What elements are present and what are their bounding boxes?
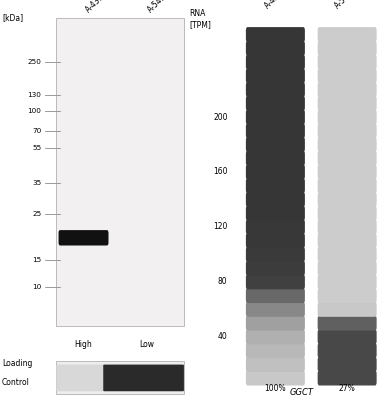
Text: 130: 130 xyxy=(27,92,41,98)
Text: 27%: 27% xyxy=(339,384,356,393)
FancyBboxPatch shape xyxy=(246,137,305,152)
Text: 40: 40 xyxy=(218,332,228,341)
FancyBboxPatch shape xyxy=(318,178,377,193)
FancyBboxPatch shape xyxy=(318,370,377,386)
FancyBboxPatch shape xyxy=(246,96,305,111)
Text: 35: 35 xyxy=(32,180,41,186)
Text: 250: 250 xyxy=(27,59,41,65)
FancyBboxPatch shape xyxy=(246,233,305,248)
FancyBboxPatch shape xyxy=(246,288,305,303)
FancyBboxPatch shape xyxy=(318,68,377,83)
FancyBboxPatch shape xyxy=(318,151,377,166)
FancyBboxPatch shape xyxy=(318,137,377,152)
FancyBboxPatch shape xyxy=(246,247,305,262)
FancyBboxPatch shape xyxy=(246,110,305,124)
Text: 160: 160 xyxy=(213,168,228,176)
FancyBboxPatch shape xyxy=(318,261,377,276)
Text: 100: 100 xyxy=(27,108,41,114)
FancyBboxPatch shape xyxy=(246,68,305,83)
FancyBboxPatch shape xyxy=(318,123,377,138)
FancyBboxPatch shape xyxy=(58,230,108,246)
FancyBboxPatch shape xyxy=(246,206,305,221)
Text: A-549: A-549 xyxy=(146,0,169,14)
FancyBboxPatch shape xyxy=(246,370,305,386)
Text: A-431: A-431 xyxy=(84,0,106,14)
FancyBboxPatch shape xyxy=(318,247,377,262)
FancyBboxPatch shape xyxy=(246,82,305,97)
Text: 25: 25 xyxy=(32,211,41,217)
Text: Low: Low xyxy=(139,340,154,349)
FancyBboxPatch shape xyxy=(318,110,377,124)
FancyBboxPatch shape xyxy=(318,164,377,180)
Text: [kDa]: [kDa] xyxy=(2,13,23,22)
FancyBboxPatch shape xyxy=(318,329,377,344)
FancyBboxPatch shape xyxy=(246,164,305,180)
FancyBboxPatch shape xyxy=(318,82,377,97)
Text: 100%: 100% xyxy=(265,384,286,393)
FancyBboxPatch shape xyxy=(318,192,377,207)
FancyBboxPatch shape xyxy=(318,220,377,234)
FancyBboxPatch shape xyxy=(318,54,377,70)
FancyBboxPatch shape xyxy=(318,302,377,317)
FancyBboxPatch shape xyxy=(246,220,305,234)
FancyBboxPatch shape xyxy=(246,302,305,317)
FancyBboxPatch shape xyxy=(246,178,305,193)
FancyBboxPatch shape xyxy=(318,316,377,330)
Text: Loading: Loading xyxy=(2,358,32,368)
FancyBboxPatch shape xyxy=(318,233,377,248)
FancyBboxPatch shape xyxy=(318,96,377,111)
FancyBboxPatch shape xyxy=(246,192,305,207)
FancyBboxPatch shape xyxy=(318,357,377,372)
Text: 80: 80 xyxy=(218,277,228,286)
Text: High: High xyxy=(75,340,92,349)
Text: A-431: A-431 xyxy=(264,0,286,10)
FancyBboxPatch shape xyxy=(246,261,305,276)
FancyBboxPatch shape xyxy=(246,329,305,344)
FancyBboxPatch shape xyxy=(246,41,305,56)
FancyBboxPatch shape xyxy=(318,343,377,358)
FancyBboxPatch shape xyxy=(318,41,377,56)
FancyBboxPatch shape xyxy=(57,361,184,394)
Text: 120: 120 xyxy=(213,222,228,232)
FancyBboxPatch shape xyxy=(246,316,305,330)
Text: RNA
[TPM]: RNA [TPM] xyxy=(190,9,212,29)
FancyBboxPatch shape xyxy=(318,288,377,303)
Text: 55: 55 xyxy=(32,144,41,150)
Text: Control: Control xyxy=(2,378,30,387)
FancyBboxPatch shape xyxy=(246,123,305,138)
FancyBboxPatch shape xyxy=(57,18,184,326)
FancyBboxPatch shape xyxy=(246,27,305,42)
Text: 15: 15 xyxy=(32,257,41,263)
FancyBboxPatch shape xyxy=(57,364,103,391)
FancyBboxPatch shape xyxy=(246,151,305,166)
FancyBboxPatch shape xyxy=(246,274,305,289)
FancyBboxPatch shape xyxy=(318,27,377,42)
FancyBboxPatch shape xyxy=(318,206,377,221)
Text: 200: 200 xyxy=(213,112,228,122)
FancyBboxPatch shape xyxy=(246,357,305,372)
FancyBboxPatch shape xyxy=(103,364,184,391)
Text: 10: 10 xyxy=(32,284,41,290)
Text: GGCT: GGCT xyxy=(289,388,313,397)
Text: A-549: A-549 xyxy=(333,0,356,10)
Text: 70: 70 xyxy=(32,128,41,134)
FancyBboxPatch shape xyxy=(318,274,377,289)
FancyBboxPatch shape xyxy=(246,54,305,70)
FancyBboxPatch shape xyxy=(246,343,305,358)
